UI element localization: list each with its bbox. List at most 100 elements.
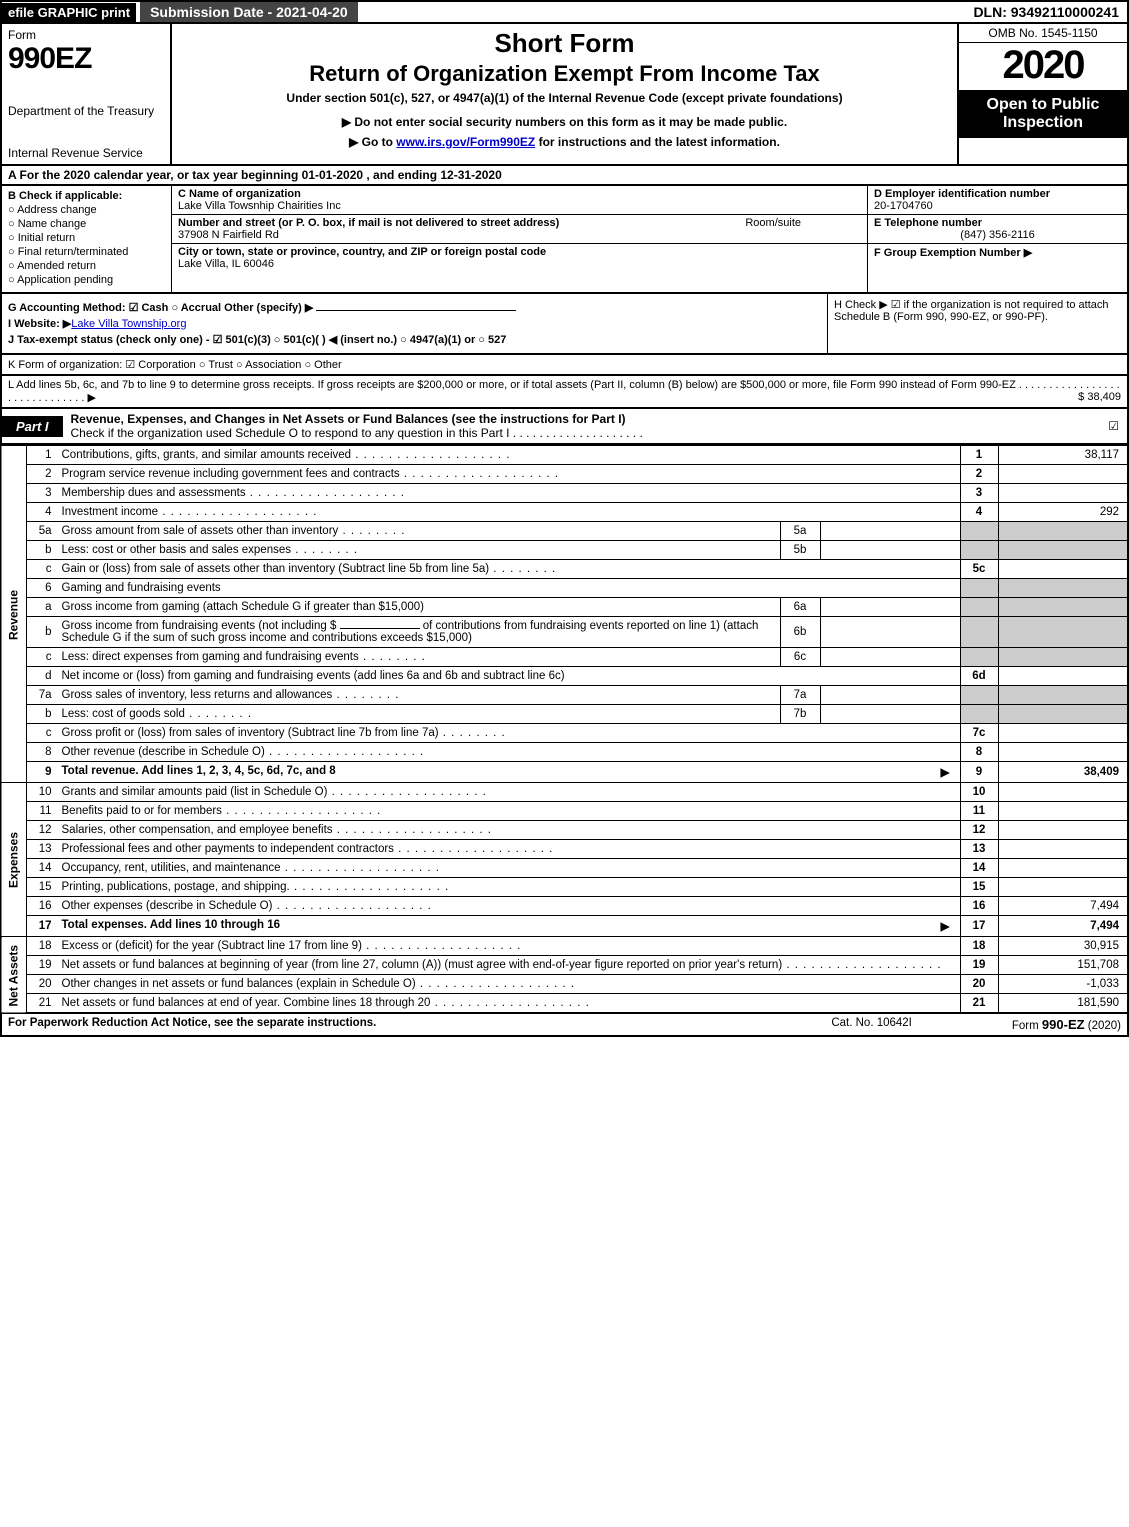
header-right: OMB No. 1545-1150 2020 Open to Public In… [957, 24, 1127, 164]
form-number-footer: Form 990-EZ (2020) [1012, 1017, 1121, 1032]
line-5c-rn: 5c [960, 560, 998, 579]
line-21-desc: Net assets or fund balances at end of ye… [57, 994, 961, 1014]
line-10-desc: Grants and similar amounts paid (list in… [57, 783, 961, 802]
row-l-amount: $ 38,409 [1078, 391, 1121, 403]
line-11-val [998, 802, 1128, 821]
line-7a-desc: Gross sales of inventory, less returns a… [57, 686, 781, 705]
chk-application-pending[interactable]: Application pending [8, 274, 165, 286]
line-7c-no: c [27, 724, 57, 743]
dept-treasury: Department of the Treasury [8, 104, 164, 118]
efile-print-button[interactable]: efile GRAPHIC print [2, 3, 136, 22]
line-15-desc: Printing, publications, postage, and shi… [57, 878, 961, 897]
part1-title: Revenue, Expenses, and Changes in Net As… [63, 409, 1109, 443]
line-6c-val-shaded [998, 648, 1128, 667]
line-6b-blank[interactable] [340, 628, 420, 629]
chk-final-return[interactable]: Final return/terminated [8, 246, 165, 258]
row-k-form-org: K Form of organization: ☑ Corporation ○ … [0, 355, 1129, 376]
line-6b-sn: 6b [780, 617, 820, 648]
line-6-no: 6 [27, 579, 57, 598]
line-3-val [998, 484, 1128, 503]
line-5a-no: 5a [27, 522, 57, 541]
line-14-val [998, 859, 1128, 878]
under-section: Under section 501(c), 527, or 4947(a)(1)… [180, 91, 949, 105]
line-1-rn: 1 [960, 446, 998, 465]
line-5a-sn: 5a [780, 522, 820, 541]
line-18-desc: Excess or (deficit) for the year (Subtra… [57, 937, 961, 956]
line-5c-desc: Gain or (loss) from sale of assets other… [57, 560, 961, 579]
line-16-desc: Other expenses (describe in Schedule O) [57, 897, 961, 916]
line-5c-val [998, 560, 1128, 579]
part1-table: Revenue 1 Contributions, gifts, grants, … [0, 445, 1129, 1014]
tel-label: E Telephone number [874, 217, 982, 229]
other-specify-blank[interactable] [316, 310, 516, 311]
line-6-val-shaded [998, 579, 1128, 598]
line-9-no: 9 [27, 762, 57, 783]
side-label-netassets: Net Assets [1, 937, 27, 1014]
chk-initial-return[interactable]: Initial return [8, 232, 165, 244]
chk-name-change[interactable]: Name change [8, 218, 165, 230]
chk-amended-return[interactable]: Amended return [8, 260, 165, 272]
line-1-no: 1 [27, 446, 57, 465]
part1-checkbox[interactable]: ☑ [1108, 419, 1127, 433]
chk-address-change[interactable]: Address change [8, 204, 165, 216]
line-2-desc: Program service revenue including govern… [57, 465, 961, 484]
line-7b-sn: 7b [780, 705, 820, 724]
section-def: D Employer identification number 20-1704… [867, 186, 1127, 292]
line-14-no: 14 [27, 859, 57, 878]
line-19-desc: Net assets or fund balances at beginning… [57, 956, 961, 975]
line-j-tax-exempt: J Tax-exempt status (check only one) - ☑… [8, 333, 821, 346]
tel-value: (847) 356-2116 [874, 229, 1121, 241]
line-4-val: 292 [998, 503, 1128, 522]
side-label-expenses: Expenses [1, 783, 27, 937]
line-3-no: 3 [27, 484, 57, 503]
dept-irs: Internal Revenue Service [8, 146, 164, 160]
top-bar: efile GRAPHIC print Submission Date - 20… [0, 0, 1129, 24]
form-number: 990EZ [8, 42, 164, 76]
row-l-text: L Add lines 5b, 6c, and 7b to line 9 to … [8, 379, 1120, 404]
line-14-rn: 14 [960, 859, 998, 878]
line-6b-sv [820, 617, 960, 648]
line-2-no: 2 [27, 465, 57, 484]
line-14-desc: Occupancy, rent, utilities, and maintena… [57, 859, 961, 878]
line-6b-desc1: Gross income from fundraising events (no… [62, 620, 337, 632]
line-3-rn: 3 [960, 484, 998, 503]
line-8-rn: 8 [960, 743, 998, 762]
line-5c-no: c [27, 560, 57, 579]
goto-pre: ▶ Go to [349, 135, 396, 149]
omb-number: OMB No. 1545-1150 [959, 24, 1127, 43]
line-8-desc: Other revenue (describe in Schedule O) [57, 743, 961, 762]
line-20-val: -1,033 [998, 975, 1128, 994]
line-7b-rn-shaded [960, 705, 998, 724]
info-block: B Check if applicable: Address change Na… [0, 186, 1129, 294]
line-6d-val [998, 667, 1128, 686]
mid-left: G Accounting Method: ☑ Cash ○ Accrual Ot… [2, 294, 827, 353]
part1-tag: Part I [2, 416, 63, 437]
line-9-val: 38,409 [998, 762, 1128, 783]
website-link[interactable]: Lake Villa Township.org [71, 318, 186, 330]
section-c: C Name of organization Lake Villa Towsnh… [172, 186, 867, 292]
line-j-text: J Tax-exempt status (check only one) - ☑… [8, 334, 506, 346]
line-12-desc: Salaries, other compensation, and employ… [57, 821, 961, 840]
line-5a-desc: Gross amount from sale of assets other t… [57, 522, 781, 541]
form-label: Form [8, 28, 164, 42]
row-a-tax-year: A For the 2020 calendar year, or tax yea… [0, 166, 1129, 186]
line-7b-val-shaded [998, 705, 1128, 724]
line-5b-sn: 5b [780, 541, 820, 560]
line-6a-desc: Gross income from gaming (attach Schedul… [57, 598, 781, 617]
line-g-text: G Accounting Method: ☑ Cash ○ Accrual Ot… [8, 302, 313, 314]
open-to-public: Open to Public Inspection [959, 90, 1127, 138]
line-21-val: 181,590 [998, 994, 1128, 1014]
line-5a-rn-shaded [960, 522, 998, 541]
line-7a-no: 7a [27, 686, 57, 705]
line-5b-no: b [27, 541, 57, 560]
line-6c-rn-shaded [960, 648, 998, 667]
line-6d-rn: 6d [960, 667, 998, 686]
goto-link[interactable]: www.irs.gov/Form990EZ [396, 135, 535, 149]
line-4-desc: Investment income [57, 503, 961, 522]
line-3-desc: Membership dues and assessments [57, 484, 961, 503]
line-g-accounting: G Accounting Method: ☑ Cash ○ Accrual Ot… [8, 301, 821, 314]
form-header: Form 990EZ Department of the Treasury In… [0, 24, 1129, 166]
ein-value: 20-1704760 [874, 200, 933, 212]
goto-post: for instructions and the latest informat… [535, 135, 780, 149]
line-6b-no: b [27, 617, 57, 648]
